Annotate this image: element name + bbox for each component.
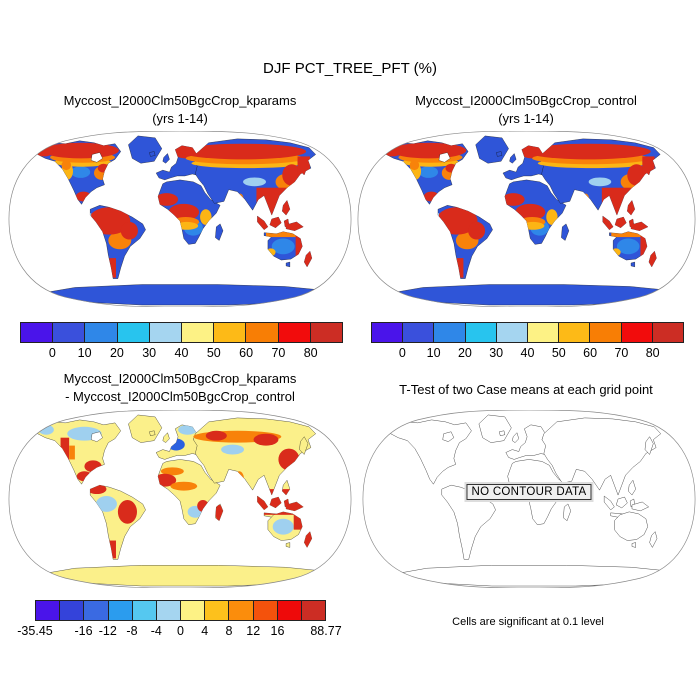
colorbar-label: -16 <box>74 624 93 638</box>
panel-title-line2: (yrs 1-14) <box>498 111 554 126</box>
colorbar-segment <box>182 323 215 342</box>
colorbar-label: 70 <box>271 346 286 360</box>
colorbar-label: 16 <box>270 624 285 638</box>
colorbar-segment <box>253 601 278 620</box>
colorbar-segment <box>301 601 326 620</box>
colorbar-bar <box>371 322 684 343</box>
colorbar-bar <box>20 322 343 343</box>
colorbar-label: 80 <box>303 346 318 360</box>
colorbar-segment <box>652 323 684 342</box>
colorbar-label: 0 <box>48 346 56 360</box>
colorbar-top-left: 0 10 20 30 40 50 60 70 80 <box>20 322 343 362</box>
colorbar-labels: 0 10 20 30 40 50 60 70 80 <box>20 346 343 362</box>
colorbar-labels: -35.45 -16 -12 -8 -4 0 4 8 12 16 88.77 <box>17 624 341 640</box>
colorbar-label: 10 <box>426 346 441 360</box>
colorbar-segment <box>496 323 529 342</box>
colorbar-segment <box>403 323 435 342</box>
panel-title-line2: - Myccost_I2000Clm50BgcCrop_control <box>65 389 295 404</box>
panel-title-top-left: Myccost_I2000Clm50BgcCrop_kparams (yrs 1… <box>0 92 360 128</box>
panel-title-line1: Myccost_I2000Clm50BgcCrop_kparams <box>63 93 297 108</box>
colorbar-top-right: 0 10 20 30 40 50 60 70 80 <box>371 322 684 362</box>
colorbar-bar <box>35 600 326 621</box>
colorbar-segment <box>53 323 86 342</box>
colorbar-segment <box>156 601 182 620</box>
colorbar-segment <box>310 323 343 342</box>
colorbar-segment <box>465 323 497 342</box>
colorbar-label: 10 <box>77 346 92 360</box>
colorbar-label: 40 <box>520 346 535 360</box>
colorbar-segment <box>590 323 622 342</box>
colorbar-labels: 0 10 20 30 40 50 60 70 80 <box>371 346 684 362</box>
colorbar-segment <box>181 601 206 620</box>
colorbar-label: 40 <box>174 346 189 360</box>
colorbar-label: 50 <box>206 346 221 360</box>
colorbar-segment <box>528 323 560 342</box>
colorbar-label: 60 <box>583 346 598 360</box>
colorbar-segment <box>246 323 279 342</box>
colorbar-segment <box>132 601 157 620</box>
colorbar-label: 70 <box>614 346 629 360</box>
panel-title-line1: Myccost_I2000Clm50BgcCrop_control <box>415 93 637 108</box>
colorbar-label: 0 <box>398 346 406 360</box>
colorbar-segment <box>229 601 254 620</box>
colorbar-label: 0 <box>177 624 184 638</box>
colorbar-segment <box>149 323 183 342</box>
colorbar-label: 8 <box>225 624 233 638</box>
colorbar-label: 4 <box>201 624 209 638</box>
colorbar-segment <box>36 601 61 620</box>
no-contour-data-box: NO CONTOUR DATA <box>466 484 592 500</box>
colorbar-segment <box>21 323 54 342</box>
colorbar-segment <box>277 601 302 620</box>
colorbar-label: -4 <box>150 624 162 638</box>
colorbar-label: 12 <box>246 624 261 638</box>
colorbar-label: 20 <box>457 346 472 360</box>
colorbar-segment <box>214 323 247 342</box>
panel-title-bottom-left: Myccost_I2000Clm50BgcCrop_kparams - Mycc… <box>0 370 360 406</box>
colorbar-label: 30 <box>142 346 157 360</box>
colorbar-label: 30 <box>489 346 504 360</box>
colorbar-label: 20 <box>109 346 124 360</box>
colorbar-label: -12 <box>98 624 117 638</box>
colorbar-segment <box>84 601 109 620</box>
colorbar-segment <box>85 323 118 342</box>
colorbar-label: 80 <box>645 346 660 360</box>
colorbar-label: 50 <box>551 346 566 360</box>
colorbar-segment <box>559 323 591 342</box>
colorbar-label: -35.45 <box>17 624 53 638</box>
panel-title-bottom-right: T-Test of two Case means at each grid po… <box>399 382 653 397</box>
world-map-kparams <box>8 131 352 307</box>
figure-title: DJF PCT_TREE_PFT (%) <box>263 60 437 77</box>
colorbar-segment <box>621 323 653 342</box>
panel-title-top-right: Myccost_I2000Clm50BgcCrop_control (yrs 1… <box>352 92 700 128</box>
colorbar-segment <box>117 323 150 342</box>
colorbar-segment <box>205 601 230 620</box>
colorbar-label: 60 <box>239 346 254 360</box>
colorbar-segment <box>278 323 311 342</box>
colorbar-label: -8 <box>126 624 138 638</box>
colorbar-bottom-left: -35.45 -16 -12 -8 -4 0 4 8 12 16 88.77 <box>17 600 342 640</box>
world-map-difference <box>8 410 352 588</box>
colorbar-segment <box>434 323 466 342</box>
colorbar-label: 88.77 <box>310 624 342 638</box>
colorbar-segment <box>108 601 133 620</box>
world-map-control <box>357 131 696 307</box>
panel-title-line1: Myccost_I2000Clm50BgcCrop_kparams <box>63 371 297 386</box>
colorbar-segment <box>372 323 404 342</box>
significance-caption: Cells are significant at 0.1 level <box>452 616 604 628</box>
panel-title-line2: (yrs 1-14) <box>152 111 208 126</box>
colorbar-segment <box>60 601 85 620</box>
